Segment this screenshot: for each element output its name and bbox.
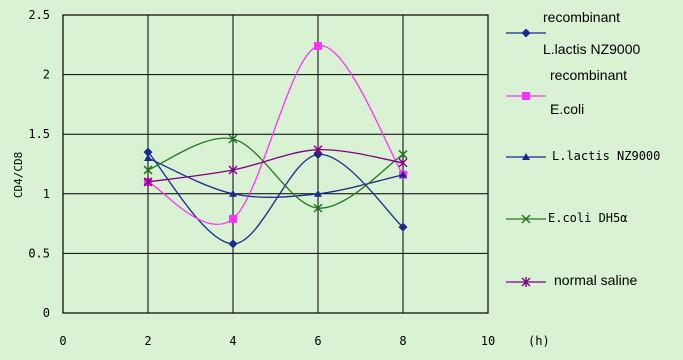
series-line-0 xyxy=(147,151,404,245)
y-tick-label-3: 1.5 xyxy=(28,127,50,141)
x-axis-ticks: 0 2 4 6 8 10 xyxy=(59,334,495,348)
series-0-point-0 xyxy=(143,147,153,157)
series-1-point-1 xyxy=(229,214,237,223)
legend-label-3: E.coli DH5α xyxy=(548,211,627,225)
legend-box xyxy=(499,3,681,303)
series-2-point-3 xyxy=(399,170,407,178)
series-4-point-0 xyxy=(143,176,153,187)
x-tick-label-4: 8 xyxy=(399,334,406,348)
legend-keys xyxy=(506,28,546,287)
x-tick-label-0: 0 xyxy=(59,334,66,348)
series-line-3 xyxy=(147,137,404,209)
y-axis-ticks: 0 0.5 1 1.5 2 2.5 xyxy=(28,8,50,320)
series-3-point-2 xyxy=(313,203,323,213)
y-tick-label-0: 0 xyxy=(43,306,50,320)
plot-background xyxy=(62,14,489,314)
legend-label-2: L.lactis NZ9000 xyxy=(552,149,660,163)
series-line-4 xyxy=(147,149,404,183)
series-1-point-2 xyxy=(314,41,322,50)
series-3-point-1 xyxy=(228,134,238,144)
legend-label-1-line2: E.coli xyxy=(550,101,584,117)
x-tick-label-2: 4 xyxy=(229,334,236,348)
series-0-point-3 xyxy=(398,222,408,232)
y-axis-label: CD4/CD8 xyxy=(12,152,25,198)
series-4-point-3 xyxy=(398,157,408,168)
legend-key-marker-1 xyxy=(522,92,530,100)
legend-key-marker-3 xyxy=(521,214,531,224)
x-tick-label-3: 6 xyxy=(314,334,321,348)
series-0-point-1 xyxy=(228,239,238,249)
series-layer xyxy=(143,41,408,249)
y-tick-label-4: 2 xyxy=(43,68,50,82)
series-2-point-2 xyxy=(314,189,322,197)
legend-label-0-line2: L.lactis NZ9000 xyxy=(543,41,640,57)
y-tick-label-5: 2.5 xyxy=(28,8,50,22)
series-line-2 xyxy=(147,157,404,198)
legend-key-marker-0 xyxy=(521,28,531,38)
legend-label-1-line1: recombinant xyxy=(550,67,627,83)
series-2-point-1 xyxy=(229,189,237,197)
series-2-point-0 xyxy=(144,154,152,162)
x-tick-label-5: 10 xyxy=(481,334,495,348)
y-tick-label-1: 0.5 xyxy=(28,246,50,260)
x-tick-label-1: 2 xyxy=(144,334,151,348)
legend-key-marker-2 xyxy=(522,153,530,160)
legend-label-4: normal saline xyxy=(554,272,637,288)
series-4-point-2 xyxy=(313,144,323,155)
x-axis-unit: (h) xyxy=(528,334,550,348)
legend: recombinant L.lactis NZ9000 recombinant … xyxy=(499,3,681,303)
series-4-point-1 xyxy=(228,164,238,175)
series-3-point-0 xyxy=(143,165,153,175)
series-line-1 xyxy=(147,45,404,226)
y-tick-label-2: 1 xyxy=(43,187,50,201)
series-3-point-3 xyxy=(398,149,408,159)
legend-key-marker-4 xyxy=(521,277,531,287)
grid xyxy=(62,14,489,314)
legend-label-0-line1: recombinant xyxy=(543,9,620,25)
